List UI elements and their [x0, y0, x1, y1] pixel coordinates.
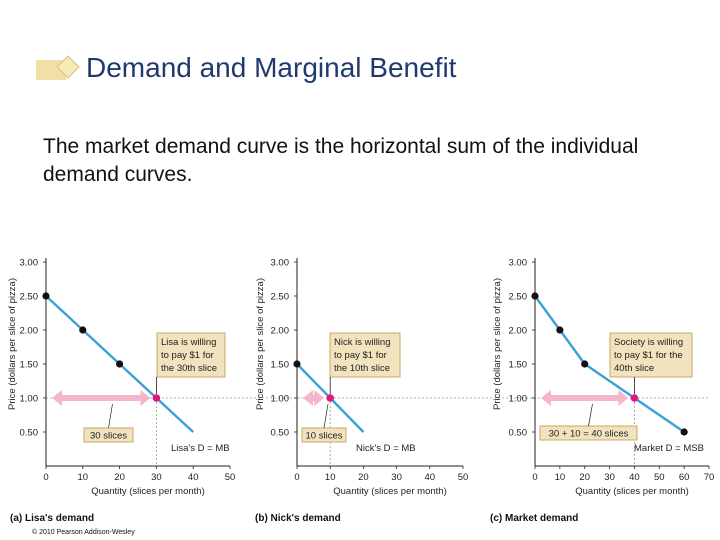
x-axis-title: Quantity (slices per month) — [575, 486, 689, 497]
callout-text: to pay $1 for the — [614, 350, 683, 361]
x-tick-label: 30 — [391, 472, 402, 483]
y-tick-label: 1.50 — [271, 360, 290, 371]
x-tick-label: 20 — [114, 472, 125, 483]
callout-text: the 30th slice — [161, 363, 217, 374]
x-tick-label: 10 — [325, 472, 336, 483]
callout-box — [156, 332, 226, 378]
y-tick-label: 1.00 — [20, 394, 39, 405]
quantity-pointer — [323, 403, 329, 429]
y-tick-label: 2.50 — [509, 292, 528, 303]
arrow-head-right — [314, 390, 325, 406]
x-tick-label: 60 — [679, 472, 690, 483]
y-tick-label: 1.50 — [20, 360, 39, 371]
x-tick-label: 20 — [358, 472, 369, 483]
x-tick-label: 10 — [78, 472, 89, 483]
y-axis-title: Price (dollars per slice of pizza) — [7, 278, 18, 410]
callout-box — [329, 332, 401, 378]
y-tick-label: 2.00 — [509, 326, 528, 337]
callout-text: Nick is willing — [334, 337, 390, 348]
quantity-pointer — [588, 403, 593, 427]
x-tick-label: 0 — [294, 472, 299, 483]
x-tick-label: 40 — [188, 472, 199, 483]
panel-label: (a) Lisa's demand — [10, 513, 94, 524]
arrow-head-right — [140, 390, 151, 406]
demand-point — [42, 292, 50, 300]
callout-text: to pay $1 for — [334, 350, 387, 361]
quantity-label: 10 slices — [306, 431, 343, 442]
demand-point — [531, 292, 539, 300]
x-tick-label: 0 — [532, 472, 537, 483]
y-tick-label: 1.50 — [509, 360, 528, 371]
x-tick-label: 50 — [458, 472, 469, 483]
x-tick-label: 40 — [425, 472, 436, 483]
x-tick-label: 30 — [604, 472, 615, 483]
callout-text: 40th slice — [614, 363, 654, 374]
demand-point — [581, 360, 589, 368]
title-bullet-icon — [36, 55, 80, 80]
y-tick-label: 1.00 — [509, 394, 528, 405]
y-tick-label: 2.00 — [20, 326, 39, 337]
callout-box — [609, 332, 693, 378]
y-tick-label: 1.00 — [271, 394, 290, 405]
x-tick-label: 50 — [654, 472, 665, 483]
y-tick-label: 0.50 — [509, 428, 528, 439]
arrow-head-right — [618, 390, 629, 406]
y-axis-title: Price (dollars per slice of pizza) — [255, 278, 266, 410]
arrow-head-left — [541, 390, 551, 406]
quantity-label: 30 + 10 = 40 slices — [549, 429, 629, 440]
curve-label: Nick's D = MB — [356, 443, 416, 454]
curve-label: Market D = MSB — [634, 443, 704, 454]
y-tick-label: 2.00 — [271, 326, 290, 337]
y-tick-label: 3.00 — [271, 258, 290, 269]
demand-point — [116, 360, 124, 368]
arrow-head-left — [52, 390, 62, 406]
y-tick-label: 2.50 — [20, 292, 39, 303]
highlight-point — [630, 394, 639, 402]
x-tick-label: 10 — [555, 472, 566, 483]
panel-label: (b) Nick's demand — [255, 513, 341, 524]
slide-body-text: The market demand curve is the horizonta… — [43, 135, 639, 186]
highlight-point — [326, 394, 335, 402]
highlight-point — [152, 394, 161, 402]
demand-point — [293, 360, 301, 368]
demand-point — [556, 326, 564, 334]
y-tick-label: 0.50 — [271, 428, 290, 439]
slide-title: Demand and Marginal Benefit — [86, 52, 457, 83]
copyright-notice: © 2010 Pearson Addison-Wesley — [32, 529, 135, 536]
x-tick-label: 70 — [704, 472, 715, 483]
curve-label: Lisa's D = MB — [171, 443, 230, 454]
callout-text: Society is willing — [614, 337, 683, 348]
x-tick-label: 20 — [579, 472, 590, 483]
arrow-head-left — [303, 390, 313, 406]
x-tick-label: 0 — [43, 472, 48, 483]
y-axis-title: Price (dollars per slice of pizza) — [492, 278, 503, 410]
demand-charts: 0.50 1.00 1.50 2.00 2.50 3.00 0 10 20 30 40 50 Quant… — [7, 258, 715, 525]
demand-point — [79, 326, 87, 334]
y-tick-label: 0.50 — [20, 428, 39, 439]
x-axis-title: Quantity (slices per month) — [91, 486, 205, 497]
y-tick-label: 3.00 — [509, 258, 528, 269]
x-tick-label: 50 — [225, 472, 236, 483]
x-axis-title: Quantity (slices per month) — [333, 486, 447, 497]
x-tick-label: 40 — [629, 472, 640, 483]
y-tick-label: 2.50 — [271, 292, 290, 303]
quantity-pointer — [108, 403, 113, 429]
callout-text: the 10th slice — [334, 363, 390, 374]
callout-text: to pay $1 for — [161, 350, 214, 361]
y-tick-label: 3.00 — [20, 258, 39, 269]
quantity-label: 30 slices — [90, 431, 127, 442]
x-tick-label: 30 — [151, 472, 162, 483]
demand-point — [680, 428, 688, 436]
panel-label: (c) Market demand — [490, 513, 578, 524]
callout-text: Lisa is willing — [161, 337, 216, 348]
